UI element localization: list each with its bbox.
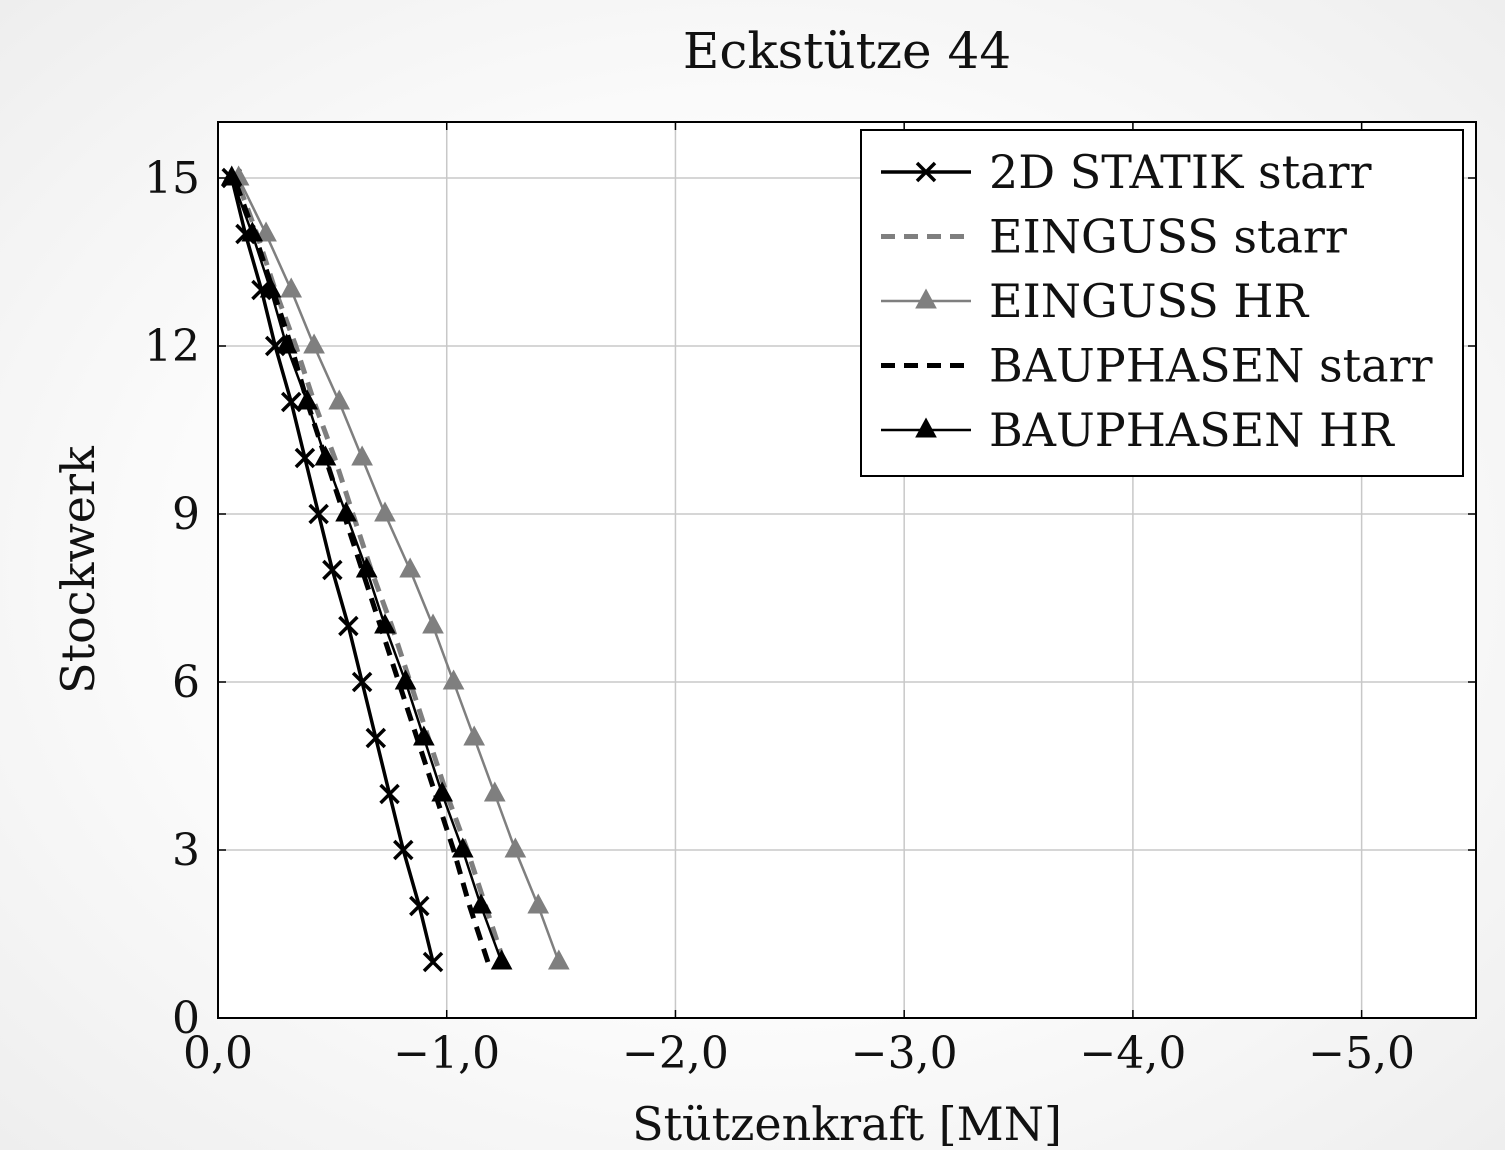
y-tick-label: 6 — [172, 657, 200, 708]
data-point — [351, 671, 373, 693]
data-point — [490, 949, 513, 970]
x-axis-label: Stützenkraft [MN] — [632, 1097, 1062, 1150]
data-point — [335, 501, 357, 522]
data-point — [547, 949, 570, 970]
x-tick-label: −1,0 — [393, 1028, 500, 1079]
y-ticks: 0 3 6 9 12 15 — [144, 153, 1476, 1044]
data-point — [355, 557, 378, 578]
data-point — [255, 221, 277, 242]
y-tick-label: 12 — [144, 321, 200, 372]
legend-label: EINGUSS starr — [989, 210, 1347, 264]
data-point — [374, 613, 396, 634]
series-layer — [220, 165, 570, 973]
legend-label: BAUPHASEN starr — [989, 339, 1433, 393]
data-point — [394, 669, 417, 690]
data-point — [294, 447, 316, 469]
data-point — [328, 389, 351, 410]
series-line — [233, 177, 507, 963]
data-point — [422, 613, 444, 634]
data-point — [422, 951, 444, 973]
y-tick-label: 9 — [172, 489, 200, 540]
x-tick-label: −2,0 — [622, 1028, 729, 1079]
y-tick-label: 3 — [172, 825, 200, 876]
data-point — [393, 839, 414, 861]
data-point — [442, 669, 465, 690]
data-point — [365, 727, 387, 749]
data-point — [527, 893, 550, 914]
chart-title: Eckstütze 44 — [683, 22, 1011, 80]
x-tick-label: −3,0 — [851, 1028, 958, 1079]
y-axis-label: Stockwerk — [51, 445, 105, 694]
legend-box — [860, 129, 1464, 477]
legend-label: 2D STATIK starr — [989, 145, 1372, 199]
data-point — [431, 781, 453, 802]
x-ticks: 0,0 −1,0 −2,0 −3,0 −4,0 −5,0 — [183, 122, 1415, 1079]
x-tick-label: −5,0 — [1308, 1028, 1415, 1079]
data-point — [413, 725, 435, 746]
data-point — [275, 333, 298, 354]
series-einguss-starr — [233, 177, 507, 963]
data-point — [322, 559, 343, 581]
data-point — [241, 221, 264, 242]
data-point — [470, 893, 492, 914]
x-tick-label: 0,0 — [183, 1028, 253, 1079]
data-point — [463, 725, 486, 746]
data-point — [409, 895, 430, 917]
data-point — [483, 781, 506, 802]
data-point — [314, 445, 337, 466]
data-point — [308, 503, 329, 525]
data-point — [451, 837, 474, 858]
data-point — [374, 501, 396, 522]
data-point — [379, 783, 400, 805]
data-point — [915, 417, 937, 438]
data-point — [915, 161, 937, 183]
data-point — [303, 333, 325, 354]
data-point — [280, 277, 303, 298]
data-point — [259, 277, 282, 298]
series-einguss-hr — [227, 165, 570, 970]
data-point — [504, 837, 527, 858]
plot-frame — [217, 121, 1477, 1019]
data-point — [296, 389, 319, 410]
x-tick-label: −4,0 — [1079, 1028, 1186, 1079]
legend-label: EINGUSS HR — [989, 274, 1309, 328]
legend: 2D STATIK starr EINGUSS starr EINGUSS HR BA… — [860, 129, 1464, 477]
data-point — [399, 557, 421, 578]
legend-label: BAUPHASEN HR — [989, 403, 1395, 457]
data-point — [351, 445, 373, 466]
y-tick-label: 15 — [144, 153, 200, 204]
data-point — [338, 615, 359, 637]
data-point — [220, 165, 243, 186]
series-bauphasen-hr — [220, 165, 513, 970]
y-tick-label: 0 — [172, 993, 200, 1044]
data-point — [915, 288, 937, 309]
